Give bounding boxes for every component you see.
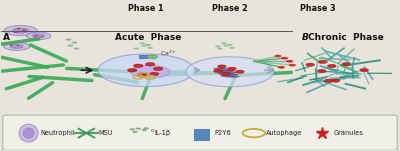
Circle shape	[153, 67, 163, 71]
Circle shape	[140, 42, 145, 44]
Circle shape	[360, 69, 368, 72]
Circle shape	[132, 131, 138, 133]
Text: Ca$^{2+}$: Ca$^{2+}$	[160, 48, 177, 58]
Circle shape	[17, 28, 20, 29]
Circle shape	[228, 67, 236, 70]
Circle shape	[142, 45, 147, 47]
Circle shape	[10, 45, 13, 46]
Ellipse shape	[213, 68, 234, 71]
Text: MSU: MSU	[98, 130, 113, 136]
Circle shape	[68, 45, 73, 47]
Text: P2Y6: P2Y6	[214, 130, 230, 136]
Circle shape	[66, 39, 71, 41]
Circle shape	[221, 42, 227, 44]
Circle shape	[222, 72, 230, 76]
Circle shape	[286, 60, 293, 63]
Circle shape	[218, 65, 226, 68]
Circle shape	[145, 63, 155, 66]
Text: Phase 1: Phase 1	[128, 4, 164, 13]
Circle shape	[16, 45, 19, 46]
Circle shape	[281, 57, 288, 59]
Circle shape	[14, 32, 17, 33]
Circle shape	[10, 44, 12, 45]
Circle shape	[143, 127, 149, 129]
Circle shape	[328, 64, 336, 68]
Text: o: o	[151, 128, 154, 133]
Text: Autophage: Autophage	[266, 130, 302, 136]
Ellipse shape	[10, 44, 23, 48]
Circle shape	[229, 47, 235, 49]
Ellipse shape	[4, 42, 30, 50]
Circle shape	[74, 48, 79, 50]
Circle shape	[289, 64, 296, 66]
Circle shape	[236, 70, 244, 73]
Circle shape	[72, 42, 77, 44]
Circle shape	[145, 44, 151, 46]
Circle shape	[278, 66, 285, 69]
Circle shape	[136, 128, 141, 130]
Bar	[194, 129, 209, 140]
Ellipse shape	[220, 75, 240, 78]
Circle shape	[331, 79, 340, 82]
Bar	[139, 55, 147, 58]
Circle shape	[138, 73, 147, 77]
Ellipse shape	[130, 65, 170, 78]
Circle shape	[134, 64, 143, 67]
Circle shape	[149, 72, 159, 76]
Text: A: A	[3, 33, 10, 42]
Circle shape	[324, 79, 333, 82]
Circle shape	[22, 29, 26, 31]
Circle shape	[317, 69, 326, 73]
Circle shape	[223, 45, 229, 47]
Circle shape	[214, 69, 222, 73]
Text: Phase 3: Phase 3	[300, 4, 336, 13]
Circle shape	[142, 129, 147, 131]
Circle shape	[41, 36, 44, 37]
Text: Phase 2: Phase 2	[212, 4, 248, 13]
FancyBboxPatch shape	[3, 115, 397, 150]
Circle shape	[227, 44, 233, 46]
Text: Granules: Granules	[334, 130, 364, 136]
Ellipse shape	[12, 28, 29, 33]
Ellipse shape	[214, 70, 237, 73]
Ellipse shape	[218, 72, 238, 76]
Circle shape	[342, 63, 351, 66]
Circle shape	[274, 55, 282, 57]
Text: Acute  Phase: Acute Phase	[115, 33, 181, 42]
Text: Chronic  Phase: Chronic Phase	[308, 33, 383, 42]
Ellipse shape	[186, 57, 274, 87]
Circle shape	[306, 63, 314, 66]
Ellipse shape	[32, 34, 45, 38]
Circle shape	[215, 45, 221, 47]
Ellipse shape	[4, 26, 37, 36]
Circle shape	[34, 36, 36, 37]
Ellipse shape	[23, 128, 34, 138]
Circle shape	[217, 48, 223, 50]
Ellipse shape	[19, 124, 38, 142]
Circle shape	[128, 68, 137, 72]
Ellipse shape	[98, 54, 194, 87]
Circle shape	[134, 48, 139, 50]
Ellipse shape	[26, 32, 51, 40]
Circle shape	[318, 60, 327, 63]
Text: IL-1β: IL-1β	[154, 130, 170, 136]
Text: B: B	[302, 33, 308, 42]
Circle shape	[35, 35, 38, 36]
Text: Neutrophil: Neutrophil	[40, 130, 75, 136]
Circle shape	[147, 55, 157, 59]
Circle shape	[130, 128, 135, 130]
Circle shape	[147, 47, 153, 49]
